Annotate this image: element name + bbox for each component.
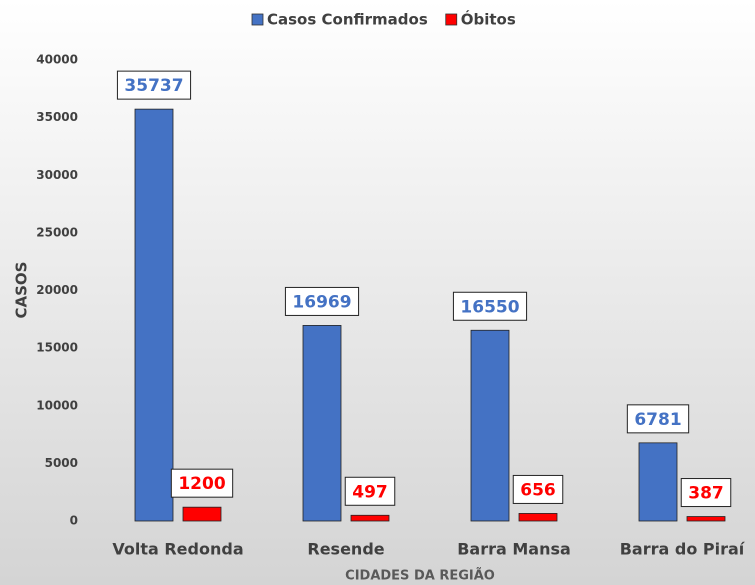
bar (638, 442, 678, 522)
data-label-box (626, 404, 690, 434)
bar (302, 325, 342, 522)
y-tick-label: 40000 (36, 53, 78, 67)
y-tick-label: 25000 (36, 225, 78, 239)
data-label: 387 (688, 484, 724, 504)
x-tick-label: Barra do Piraí (620, 540, 746, 559)
data-label: 656 (520, 480, 556, 500)
x-tick-label: Volta Redonda (112, 540, 243, 559)
data-label: 6781 (634, 410, 681, 430)
data-label-box (512, 474, 564, 504)
bar (518, 513, 558, 522)
y-tick-label: 10000 (36, 398, 78, 412)
data-label-box (116, 70, 192, 100)
y-tick-label: 20000 (36, 283, 78, 297)
data-label: 16969 (292, 292, 351, 312)
bar (134, 108, 174, 522)
x-tick-label: Barra Mansa (457, 540, 571, 559)
data-label-box (452, 291, 528, 321)
y-tick-label: 35000 (36, 110, 78, 124)
data-label-box (680, 478, 732, 508)
legend-swatch (445, 13, 458, 26)
y-tick-label: 15000 (36, 341, 78, 355)
legend-swatch (251, 13, 264, 26)
x-axis-label: CIDADES DA REGIÃO (345, 568, 495, 584)
legend-label: Casos Confirmados (267, 11, 428, 29)
y-tick-label: 30000 (36, 168, 78, 182)
y-tick-label: 0 (70, 514, 78, 528)
bar (182, 506, 222, 522)
data-label: 1200 (178, 474, 225, 494)
bar (350, 514, 390, 522)
data-label: 497 (352, 482, 388, 502)
y-tick-label: 5000 (45, 456, 78, 470)
data-label: 16550 (460, 297, 519, 317)
data-label-box (170, 468, 234, 498)
legend-label: Óbitos (461, 10, 516, 29)
bar (686, 516, 726, 522)
x-tick-label: Resende (307, 540, 384, 559)
data-label-box (344, 476, 396, 506)
y-axis-label: CASOS (13, 262, 31, 319)
bar (470, 329, 510, 522)
data-label-box (284, 286, 360, 316)
data-label: 35737 (124, 76, 183, 96)
